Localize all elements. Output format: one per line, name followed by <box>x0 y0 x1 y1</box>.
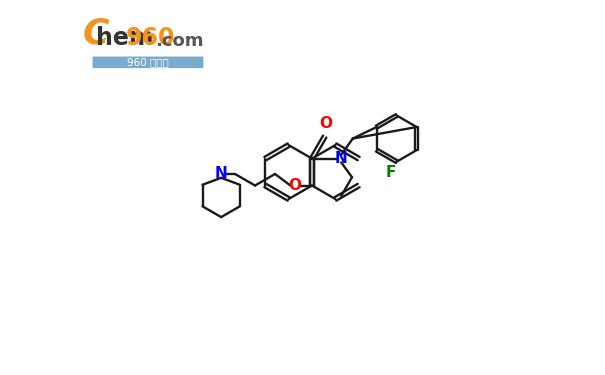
Text: hem: hem <box>96 26 154 50</box>
Text: O: O <box>319 116 332 131</box>
Text: .com: .com <box>155 32 203 50</box>
Text: O: O <box>289 178 301 193</box>
Text: 960 化工网: 960 化工网 <box>127 57 169 67</box>
Text: N: N <box>215 166 227 182</box>
Text: F: F <box>385 165 396 180</box>
Text: N: N <box>335 151 348 166</box>
Text: 960: 960 <box>126 26 175 50</box>
FancyBboxPatch shape <box>93 57 203 68</box>
Text: C: C <box>82 16 109 50</box>
